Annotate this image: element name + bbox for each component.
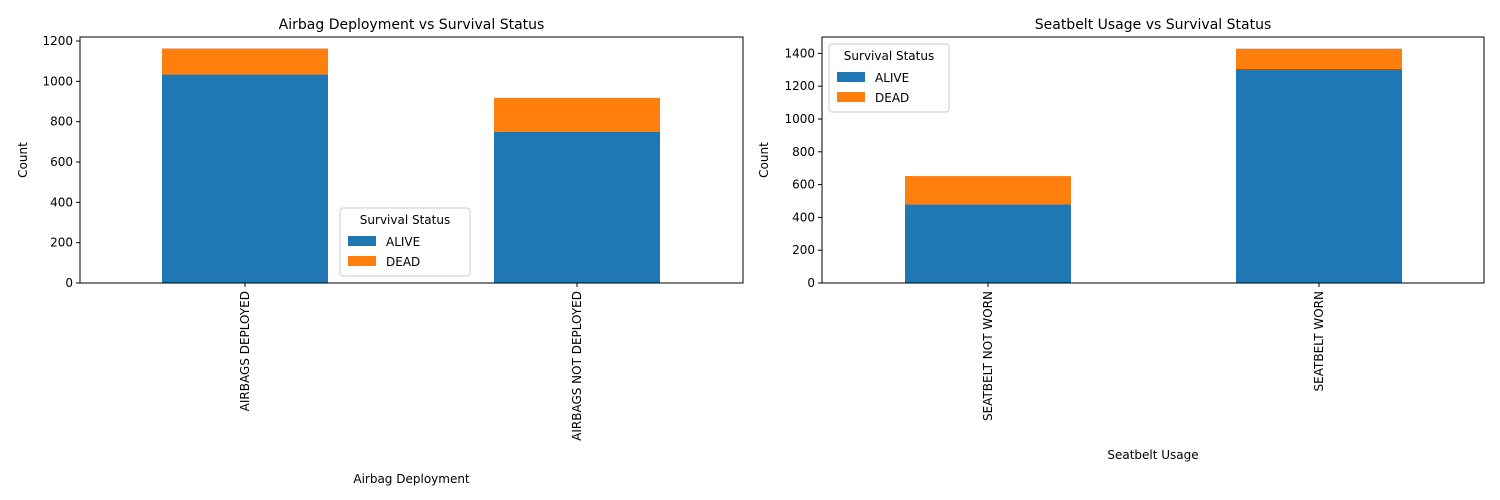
chart-title: Seatbelt Usage vs Survival Status xyxy=(1035,17,1272,33)
y-tick-label: 1200 xyxy=(784,79,815,93)
bar-dead-2 xyxy=(494,97,660,132)
y-tick-label: 1200 xyxy=(42,34,73,48)
y-tick-label: 0 xyxy=(807,276,815,290)
y-tick-label: 600 xyxy=(50,155,73,169)
chart-airbag: Airbag Deployment vs Survival Status Cou… xyxy=(16,17,744,486)
x-tick-label: SEATBELT NOT WORN xyxy=(981,291,995,421)
y-tick-label: 1000 xyxy=(784,112,815,126)
bar-alive-2 xyxy=(1236,68,1402,283)
y-axis-label: Count xyxy=(757,142,771,178)
legend-title: Survival Status xyxy=(844,49,934,63)
bars xyxy=(905,48,1402,283)
bar-dead-2 xyxy=(1236,48,1402,69)
legend: Survival Status ALIVE DEAD xyxy=(339,207,471,277)
y-tick-label: 200 xyxy=(50,236,73,250)
bar-dead-1 xyxy=(905,176,1071,205)
legend-swatch-alive xyxy=(348,236,376,246)
bars xyxy=(162,48,660,283)
y-axis-label: Count xyxy=(16,142,30,178)
legend-swatch-alive xyxy=(837,72,865,82)
plot-frame xyxy=(79,36,744,284)
legend-swatch-dead xyxy=(348,256,376,266)
y-tick-label: 0 xyxy=(65,276,73,290)
legend-label-dead: DEAD xyxy=(386,255,420,269)
y-tick-label: 1400 xyxy=(784,46,815,60)
x-tick-label: AIRBAGS NOT DEPLOYED xyxy=(570,291,584,441)
plot-frame xyxy=(821,36,1485,284)
chart-title: Airbag Deployment vs Survival Status xyxy=(279,17,545,33)
legend-label-alive: ALIVE xyxy=(386,235,420,249)
axis-ticks: AIRBAGS DEPLOYED AIRBAGS NOT DEPLOYED 0 200… xyxy=(42,34,584,441)
y-tick-label: 800 xyxy=(792,145,815,159)
legend: Survival Status ALIVE DEAD xyxy=(828,43,950,113)
bar-alive-2 xyxy=(494,131,660,283)
legend-label-alive: ALIVE xyxy=(875,71,909,85)
x-tick-label: SEATBELT WORN xyxy=(1312,291,1326,391)
bar-alive-1 xyxy=(162,74,328,283)
y-tick-label: 400 xyxy=(792,210,815,224)
bar-alive-1 xyxy=(905,204,1071,283)
legend-swatch-dead xyxy=(837,92,865,102)
bar-dead-1 xyxy=(162,48,328,75)
y-tick-label: 800 xyxy=(50,115,73,129)
y-tick-label: 600 xyxy=(792,178,815,192)
legend-label-dead: DEAD xyxy=(875,91,909,105)
x-tick-label: AIRBAGS DEPLOYED xyxy=(238,291,252,411)
chart-seatbelt: Seatbelt Usage vs Survival Status Count … xyxy=(757,17,1485,462)
axis-ticks: SEATBELT NOT WORN SEATBELT WORN 0 200 400 600… xyxy=(784,46,1326,421)
x-axis-label: Airbag Deployment xyxy=(353,472,470,486)
x-axis-label: Seatbelt Usage xyxy=(1107,448,1198,462)
y-tick-label: 1000 xyxy=(42,74,73,88)
y-tick-label: 400 xyxy=(50,195,73,209)
y-tick-label: 200 xyxy=(792,243,815,257)
legend-title: Survival Status xyxy=(360,213,450,227)
